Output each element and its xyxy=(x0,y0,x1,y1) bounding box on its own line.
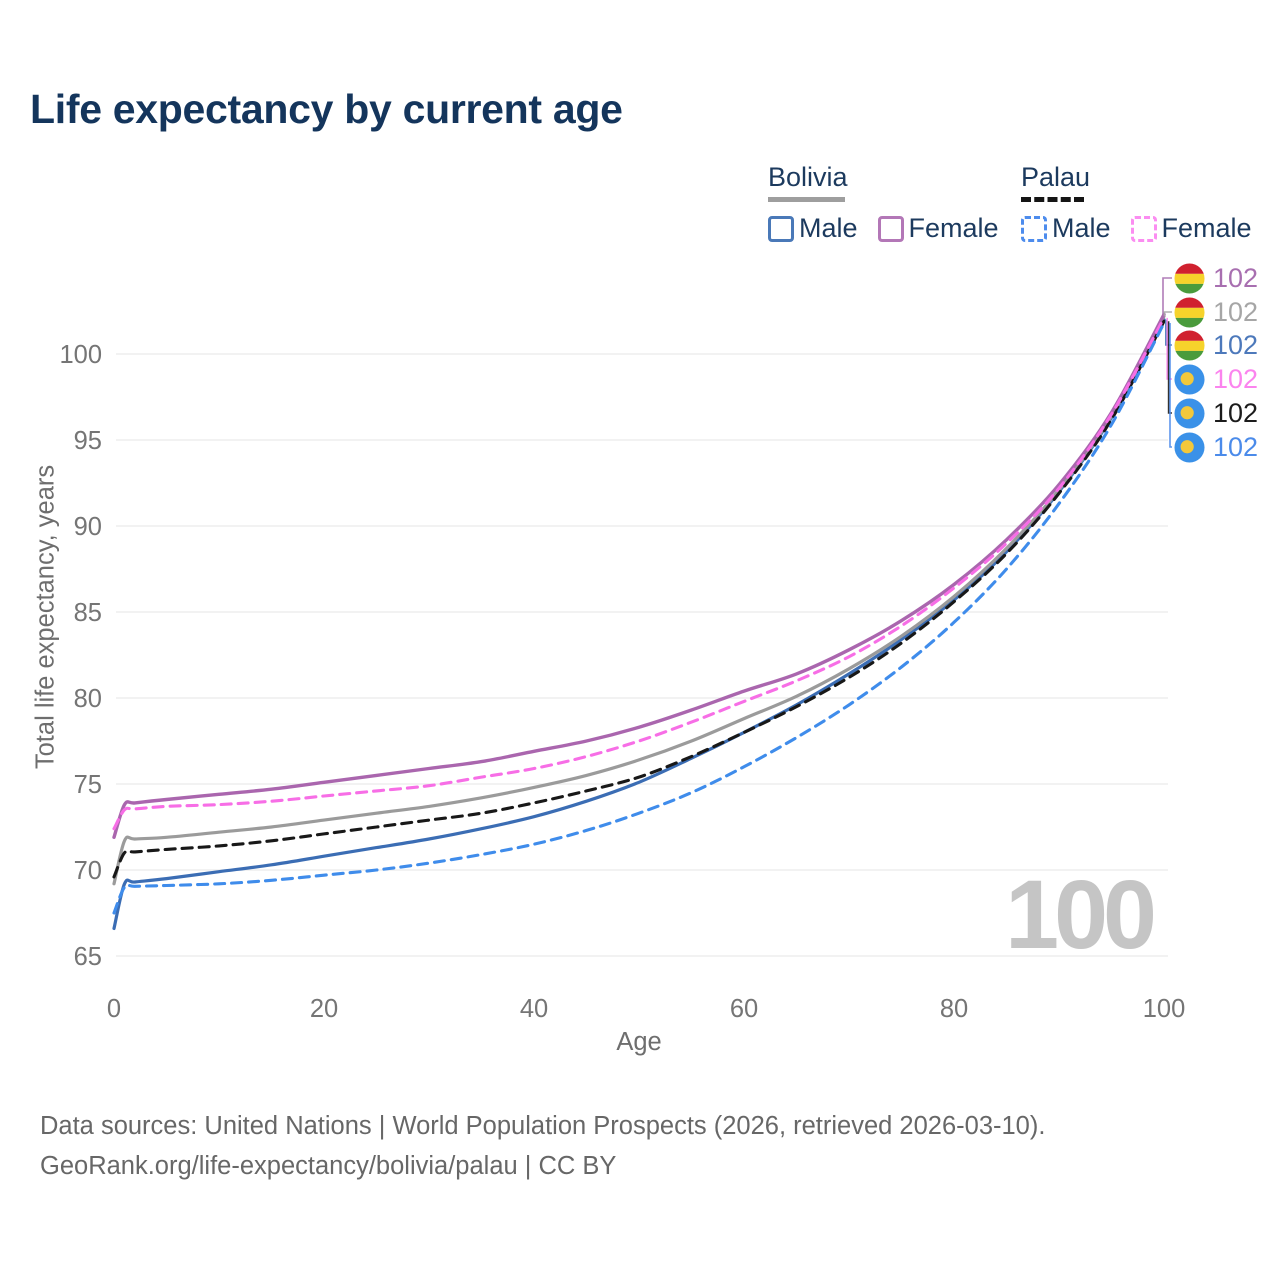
y-tick-label: 75 xyxy=(74,771,102,799)
data-sources-line: Data sources: United Nations | World Pop… xyxy=(40,1112,1046,1140)
bolivia-male-checkbox[interactable] xyxy=(768,215,794,242)
x-tick-label: 0 xyxy=(107,995,121,1023)
age-indicator-watermark: 100 xyxy=(1005,860,1157,969)
legend-group-palau: Palau Male Female xyxy=(1021,162,1252,244)
end-label-value: 102 xyxy=(1213,329,1259,360)
end-label-bolivia-female: 102 xyxy=(1174,261,1258,295)
series-line-palau-both-sexes[interactable] xyxy=(112,319,1166,879)
series-line-palau-female[interactable] xyxy=(112,316,1166,831)
x-tick-label: 100 xyxy=(1143,995,1186,1023)
end-label-value: 102 xyxy=(1213,431,1259,462)
legend-country-label: Palau xyxy=(1021,162,1091,192)
bolivia-female-checkbox[interactable] xyxy=(877,215,904,242)
legend-item-label: Female xyxy=(908,213,999,243)
attribution-line: GeoRank.org/life-expectancy/bolivia/pala… xyxy=(40,1152,617,1180)
gridlines: 65 70 75 80 85 90 95 100 xyxy=(59,341,1168,971)
label-leader-line xyxy=(1167,321,1172,414)
label-leader-line xyxy=(1162,277,1172,315)
palau-flag-icon xyxy=(1174,432,1205,463)
bolivia-solid-line-swatch xyxy=(768,197,845,202)
y-tick-label: 85 xyxy=(74,599,102,627)
legend-item-label: Male xyxy=(799,213,858,243)
footer: Data sources: United Nations | World Pop… xyxy=(40,1106,1045,1186)
palau-flag-icon xyxy=(1174,364,1205,395)
x-tick-label: 80 xyxy=(940,995,968,1023)
end-label-value: 102 xyxy=(1213,363,1259,394)
legend-item-label: Female xyxy=(1161,213,1252,243)
y-tick-label: 70 xyxy=(74,857,102,885)
end-label-bolivia-male: 102 xyxy=(1174,328,1258,362)
palau-female-checkbox[interactable] xyxy=(1130,215,1157,242)
legend-item-palau-female[interactable]: Female xyxy=(1130,213,1252,244)
label-leader-line xyxy=(1163,311,1172,317)
end-label-value: 102 xyxy=(1213,397,1259,428)
legend-item-bolivia-male[interactable]: Male xyxy=(768,213,858,244)
y-tick-label: 90 xyxy=(74,513,102,541)
y-tick-label: 80 xyxy=(74,685,102,713)
chart-title: Life expectancy by current age xyxy=(30,86,623,132)
x-axis-title: Age xyxy=(616,1028,662,1056)
palau-flag-icon xyxy=(1174,398,1205,429)
x-tick-label: 60 xyxy=(730,995,758,1023)
y-tick-label: 95 xyxy=(74,427,102,455)
y-tick-label: 100 xyxy=(59,341,102,369)
legend-item-label: Male xyxy=(1052,213,1111,243)
legend-group-bolivia: Bolivia Male Female xyxy=(768,162,999,244)
legend-country-bolivia[interactable]: Bolivia xyxy=(768,162,999,202)
end-label-palau-female: 102 xyxy=(1174,362,1258,396)
legend-item-palau-male[interactable]: Male xyxy=(1021,213,1111,244)
bolivia-flag-icon xyxy=(1174,297,1205,328)
palau-dashed-line-swatch xyxy=(1021,197,1084,202)
end-label-value: 102 xyxy=(1213,262,1259,293)
series-line-palau-male[interactable] xyxy=(112,321,1166,915)
legend-country-palau[interactable]: Palau xyxy=(1021,162,1252,202)
x-tick-label: 40 xyxy=(520,995,548,1023)
end-label-palau-both: 102 xyxy=(1174,396,1258,430)
bolivia-flag-icon xyxy=(1174,330,1205,361)
series-line-bolivia-both-sexes[interactable] xyxy=(112,314,1166,886)
end-label-value: 102 xyxy=(1213,296,1259,327)
palau-male-checkbox[interactable] xyxy=(1021,215,1047,242)
bolivia-flag-icon xyxy=(1174,263,1205,294)
x-tick-label: 20 xyxy=(310,995,338,1023)
legend-item-bolivia-female[interactable]: Female xyxy=(877,213,999,244)
y-tick-label: 65 xyxy=(74,943,102,971)
label-leader-line xyxy=(1169,323,1172,448)
series-line-bolivia-female[interactable] xyxy=(112,312,1166,839)
y-axis-title: Total life expectancy, years xyxy=(31,464,60,770)
end-label-palau-male: 102 xyxy=(1174,430,1258,464)
series-line-bolivia-male[interactable] xyxy=(112,318,1166,931)
end-label-bolivia-both: 102 xyxy=(1174,295,1258,329)
legend-country-label: Bolivia xyxy=(768,162,848,192)
